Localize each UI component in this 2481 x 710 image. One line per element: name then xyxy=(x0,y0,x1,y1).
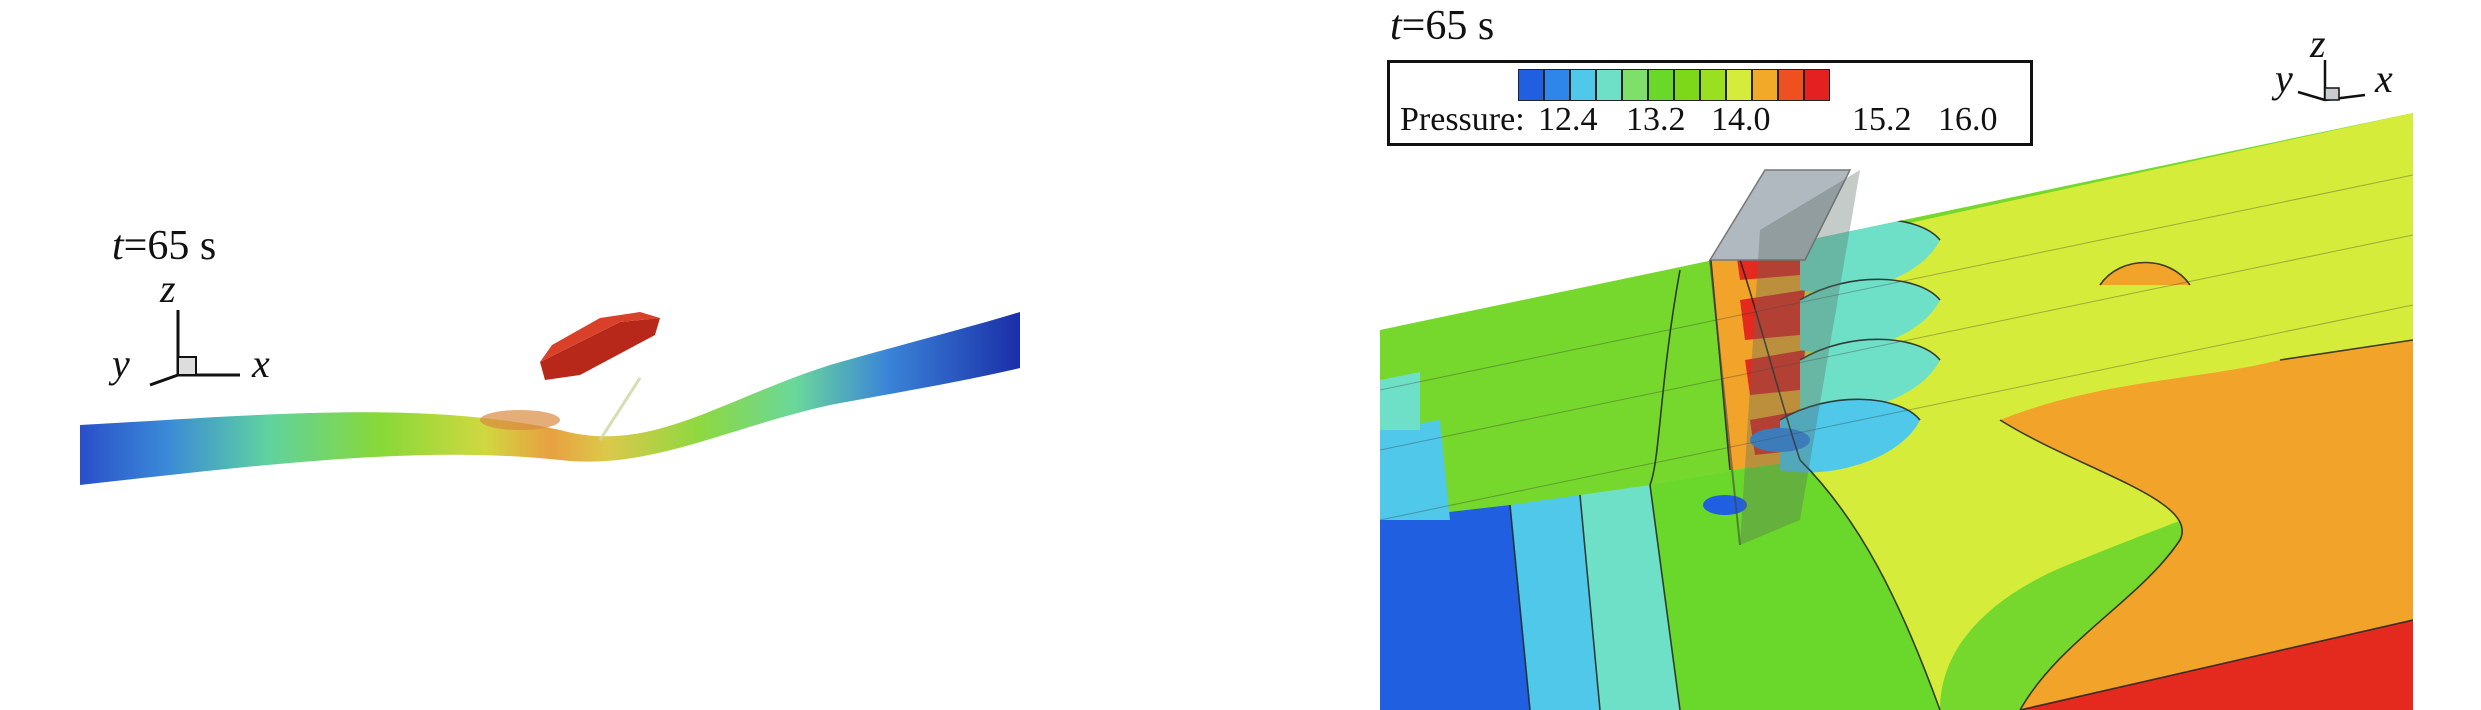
colorbar-tick-label: 14.0 xyxy=(1711,101,1771,138)
colorbar-cell xyxy=(1804,69,1830,101)
wave-crest-patch xyxy=(480,410,560,430)
colorbar-tick-label: 12.4 xyxy=(1538,101,1598,138)
colorbar-tick-label: 13.2 xyxy=(1626,101,1686,138)
pressure-contour-field xyxy=(1380,113,2413,710)
axis-z-label: z xyxy=(2310,21,2326,66)
colorbar-cell xyxy=(1726,69,1752,101)
colorbar-tick-label: 16.0 xyxy=(1938,101,1998,138)
free-surface-side-view xyxy=(80,310,1020,485)
right-panel: t=65 s Pressure: 12.4 13.2 14.0 15.2 16.0 z … xyxy=(1380,0,2481,710)
colorbar-cell xyxy=(1570,69,1596,101)
colorbar-cell xyxy=(1544,69,1570,101)
colorbar-cell xyxy=(1518,69,1544,101)
axis-triad-icon xyxy=(149,310,240,387)
left-panel: t=65 s z y x xyxy=(0,0,1100,710)
colorbar-cell xyxy=(1622,69,1648,101)
colorbar-cell xyxy=(1700,69,1726,101)
time-label: t=65 s xyxy=(1390,3,1495,49)
free-surface-strip xyxy=(80,312,1020,485)
time-label: t=65 s xyxy=(112,223,217,269)
ship-hull-icon xyxy=(540,312,660,380)
legend-title: Pressure: xyxy=(1400,101,1525,138)
ship-hull-icon xyxy=(1708,169,1860,546)
pressure-contour-view xyxy=(1380,60,2413,710)
axis-x-label: x xyxy=(252,341,270,386)
pressure-legend: Pressure: 12.4 13.2 14.0 15.2 16.0 xyxy=(1387,60,2033,146)
colorbar-tick-label: 15.2 xyxy=(1852,101,1912,138)
colorbar-cell xyxy=(1596,69,1622,101)
axis-triad-icon xyxy=(2297,60,2366,102)
axis-z-label: z xyxy=(160,266,176,311)
axis-y-label: y xyxy=(112,341,130,386)
axis-y-label: y xyxy=(2275,56,2293,101)
colorbar-cell xyxy=(1752,69,1778,101)
colorbar-cell xyxy=(1778,69,1804,101)
colorbar-cell xyxy=(1648,69,1674,101)
wake-streak xyxy=(598,377,642,441)
colorbar-cell xyxy=(1674,69,1700,101)
axis-x-label: x xyxy=(2375,56,2393,101)
